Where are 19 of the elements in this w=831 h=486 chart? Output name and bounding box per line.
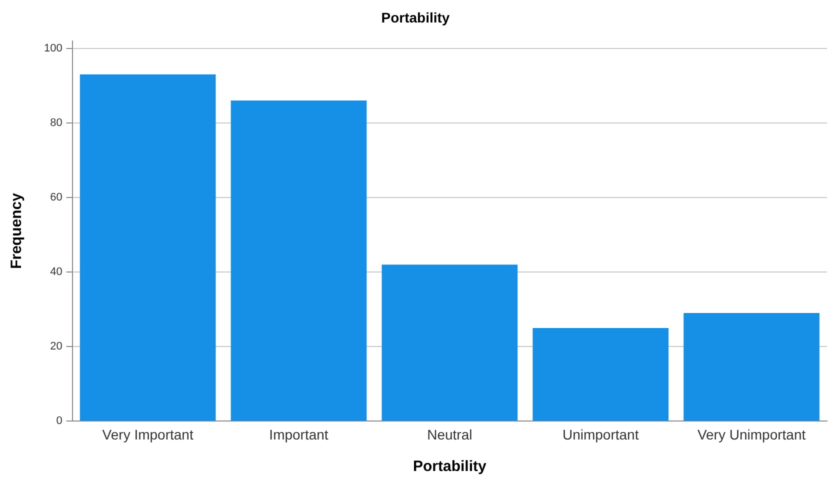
x-tick-label: Important xyxy=(269,426,328,442)
y-tick-label: 20 xyxy=(50,340,62,353)
chart-title: Portability xyxy=(381,9,450,26)
y-tick-label: 60 xyxy=(50,191,62,204)
y-tick-label: 80 xyxy=(50,116,62,129)
x-tick-label: Very Unimportant xyxy=(697,426,806,442)
bar xyxy=(532,328,669,421)
bar xyxy=(80,74,216,421)
bar xyxy=(684,313,820,421)
x-tick-label: Neutral xyxy=(427,426,472,442)
y-tick-label: 0 xyxy=(56,415,62,428)
x-tick-label: Unimportant xyxy=(562,426,639,442)
bar xyxy=(382,264,518,421)
y-tick-label: 100 xyxy=(44,42,62,54)
x-axis-title: Portability xyxy=(412,458,487,476)
y-tick-label: 40 xyxy=(50,266,62,278)
y-axis-title: Frequency xyxy=(8,192,26,269)
x-tick-label: Very Important xyxy=(102,426,194,442)
bar xyxy=(230,100,367,421)
